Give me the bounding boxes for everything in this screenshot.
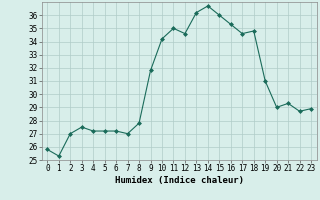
X-axis label: Humidex (Indice chaleur): Humidex (Indice chaleur)	[115, 176, 244, 185]
